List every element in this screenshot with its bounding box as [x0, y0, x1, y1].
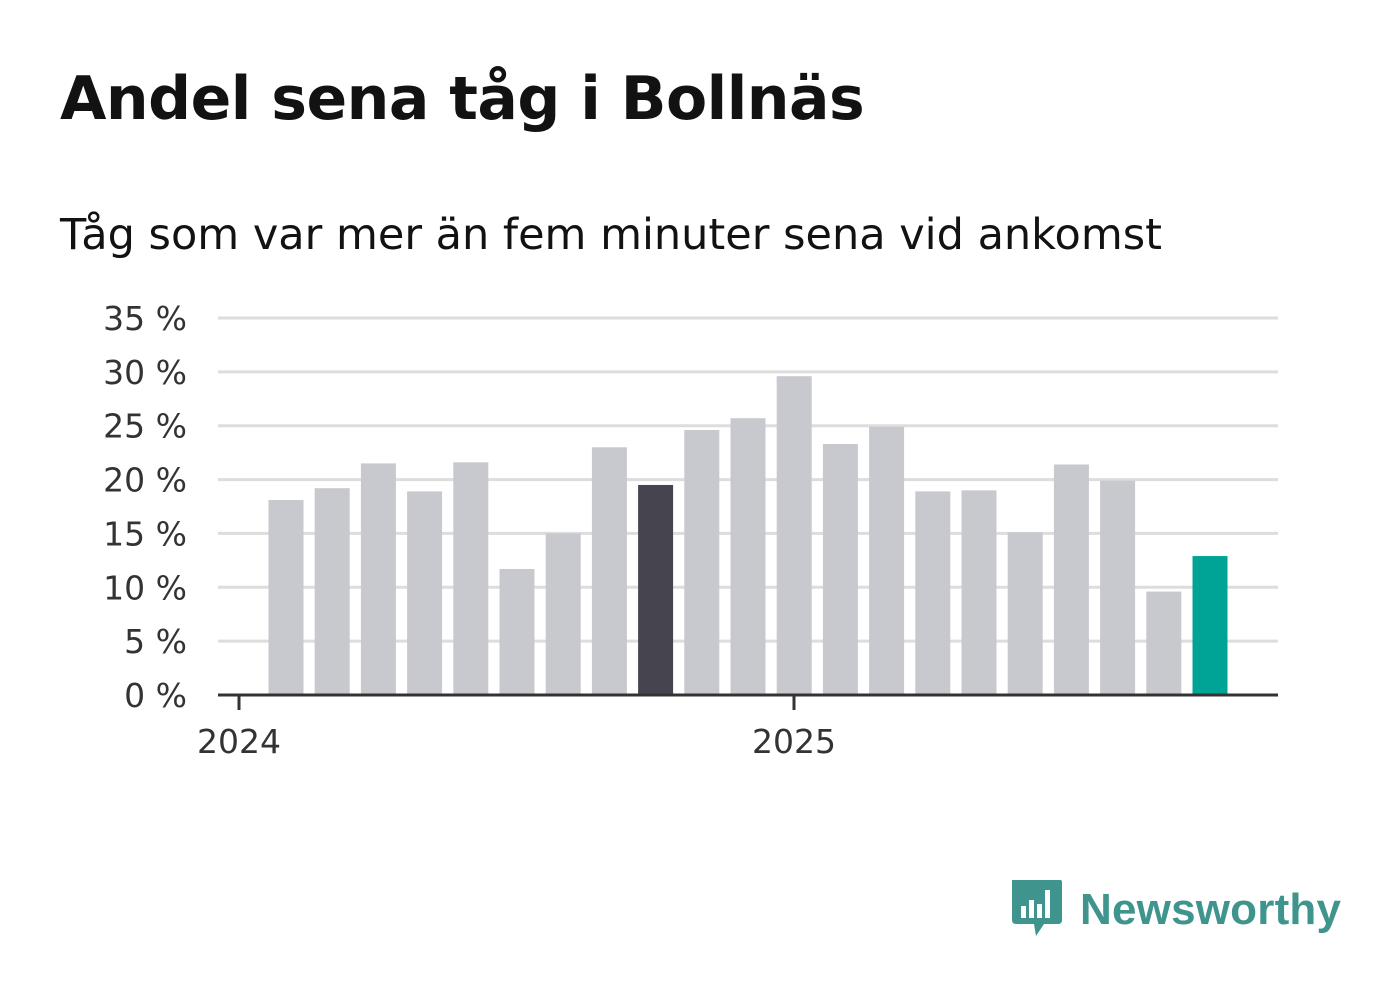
bar — [545, 533, 581, 695]
bar — [915, 491, 951, 695]
y-tick-label: 15 % — [103, 514, 187, 553]
y-tick-label: 0 % — [124, 676, 187, 715]
bar — [1192, 556, 1228, 695]
bar — [730, 418, 766, 695]
bar — [638, 484, 674, 695]
y-tick-label: 20 % — [103, 461, 187, 500]
bar — [961, 490, 997, 695]
bar — [360, 463, 396, 695]
bar — [869, 426, 905, 695]
bar — [499, 568, 535, 695]
chart-subtitle: Tåg som var mer än fem minuter sena vid … — [60, 210, 1163, 260]
y-tick-label: 5 % — [124, 622, 187, 661]
y-axis-tick-labels: 0 % 5 % 10 % 15 % 20 % 25 % 30 % 35 % — [103, 299, 187, 715]
bar — [268, 500, 304, 695]
bar — [776, 376, 812, 695]
bar — [1053, 464, 1089, 695]
y-tick-label: 10 % — [103, 568, 187, 607]
y-tick-label: 25 % — [103, 407, 187, 446]
bar — [1146, 591, 1182, 695]
newsworthy-chart-bubble-icon — [1010, 878, 1066, 942]
bars — [268, 376, 1228, 695]
chart-title: Andel sena tåg i Bollnäs — [60, 64, 865, 134]
bar — [1007, 532, 1043, 695]
bar — [591, 447, 627, 695]
y-tick-label: 30 % — [103, 353, 187, 392]
bar — [407, 491, 443, 695]
newsworthy-logo: Newsworthy — [1010, 878, 1341, 942]
bar — [1100, 480, 1136, 695]
newsworthy-logo-text: Newsworthy — [1080, 885, 1342, 934]
x-axis-ticks: 2024 2025 — [197, 695, 836, 761]
y-tick-label: 35 % — [103, 299, 187, 338]
bar — [684, 430, 720, 695]
x-tick-label: 2024 — [197, 722, 281, 761]
bar — [453, 462, 489, 695]
x-tick-label: 2025 — [752, 722, 836, 761]
bar — [822, 444, 858, 695]
bar — [314, 488, 350, 695]
